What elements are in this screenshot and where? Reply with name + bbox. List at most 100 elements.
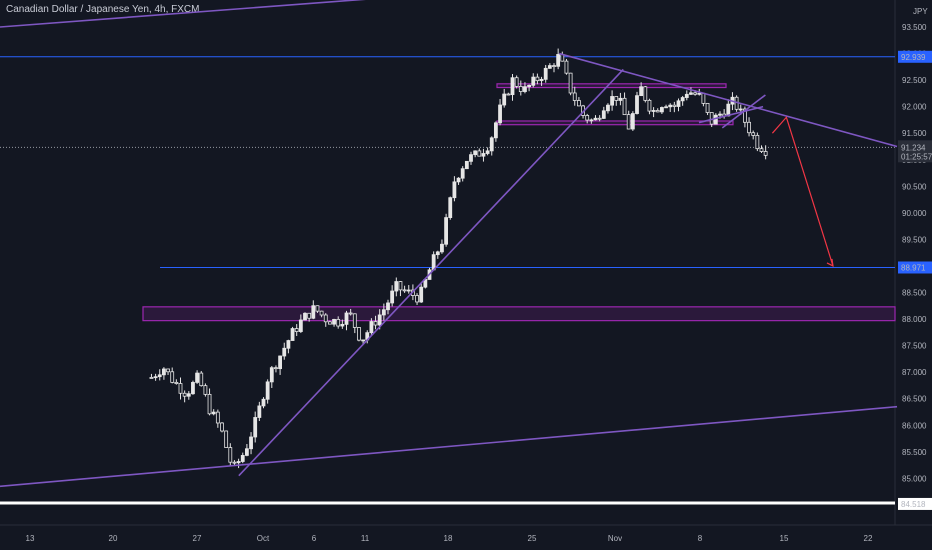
candle-body [514, 77, 519, 87]
candle-body [170, 371, 175, 383]
candle-body [493, 122, 498, 139]
candle-body [601, 110, 606, 119]
candle-body [394, 281, 399, 292]
candle-body [630, 113, 635, 130]
candle-body [477, 150, 482, 157]
candle-body [315, 305, 320, 312]
candle-body [161, 368, 166, 376]
candle-body [419, 286, 424, 303]
chart-title: Canadian Dollar / Japanese Yen, 4h, FXCM [6, 4, 200, 15]
candle-body [693, 92, 697, 95]
candle-body [510, 77, 515, 96]
candle-body [294, 328, 299, 332]
price-tick-label: 92.000 [902, 103, 927, 112]
candle-body [718, 113, 722, 116]
candle-body [323, 314, 328, 323]
candle-body [543, 67, 548, 80]
candle-body [203, 385, 208, 395]
trendline-3 [558, 52, 898, 148]
candle-body [485, 150, 490, 154]
resistance-price-tag [898, 50, 932, 63]
price-tick-label: 90.000 [902, 209, 927, 218]
candle-body [377, 314, 382, 326]
candle-body [676, 100, 681, 107]
candle-body [336, 318, 341, 327]
candle-body [572, 92, 577, 101]
time-tick-label: 6 [312, 534, 317, 543]
candle-body [635, 95, 639, 114]
candle-body [195, 372, 200, 383]
price-tick-label: 85.000 [902, 474, 927, 483]
time-tick-label: 8 [698, 534, 703, 543]
candle-body [240, 455, 245, 462]
time-tick-label: 13 [26, 534, 35, 543]
candle-body [585, 115, 590, 121]
candle-body [705, 102, 710, 113]
candle-body [456, 177, 461, 183]
price-tick-label: 85.500 [902, 448, 927, 457]
candle-body [664, 106, 668, 109]
candle-body [751, 132, 756, 136]
candle-body [228, 447, 233, 463]
current-price-tag [898, 140, 932, 163]
candle-body [182, 392, 187, 397]
candle-body [713, 114, 718, 125]
price-tick-label: 86.500 [902, 395, 927, 404]
candle-body [199, 372, 204, 387]
candle-body [207, 393, 212, 415]
candle-body [523, 86, 527, 92]
candle-body [589, 119, 594, 122]
candle-body [577, 100, 581, 107]
candle-body [149, 377, 154, 379]
time-tick-label: 27 [193, 534, 202, 543]
price-tick-label: 87.000 [902, 368, 927, 377]
candle-body [660, 107, 664, 113]
candle-body [643, 86, 648, 101]
candle-body [215, 411, 220, 424]
candle-body [265, 381, 270, 400]
candle-body [244, 448, 249, 456]
price-tick-label: 88.000 [902, 315, 927, 324]
candle-body [684, 93, 689, 98]
candle-body [369, 321, 374, 334]
candle-body [626, 114, 631, 130]
candle-body [220, 422, 224, 432]
candle-body [452, 181, 457, 199]
trendline-6 [698, 105, 764, 124]
price-tick-label: 88.500 [902, 289, 927, 298]
time-tick-label: 22 [864, 534, 873, 543]
candle-body [402, 289, 407, 292]
candle-body [614, 96, 619, 101]
candle-body [253, 417, 258, 438]
candle-body [340, 323, 345, 327]
time-tick-label: 25 [528, 534, 537, 543]
candle-body [448, 197, 453, 218]
candle-body [435, 251, 440, 256]
zone-rect-1 [142, 306, 896, 322]
candle-body [726, 103, 731, 117]
candle-body [672, 104, 677, 107]
candle-body [282, 347, 287, 357]
candle-body [738, 108, 743, 111]
projection-arrow [771, 116, 834, 267]
candle-body [444, 217, 449, 245]
candle-body [552, 65, 556, 67]
time-tick-label: 11 [361, 534, 370, 543]
candle-body [763, 151, 768, 156]
candle-body [386, 302, 390, 311]
candle-body [166, 368, 170, 373]
candle-body [464, 160, 469, 170]
candle-body [518, 86, 523, 92]
candle-body [498, 104, 502, 124]
candle-body [174, 381, 179, 384]
candle-body [655, 110, 660, 113]
candle-body [211, 411, 216, 415]
candle-body [481, 153, 486, 157]
candle-body [759, 148, 764, 152]
candle-body [191, 382, 195, 395]
price-tick-label: 89.500 [902, 235, 927, 244]
candle-body [755, 134, 760, 150]
candle-body [224, 430, 229, 448]
candle-body [257, 405, 262, 418]
